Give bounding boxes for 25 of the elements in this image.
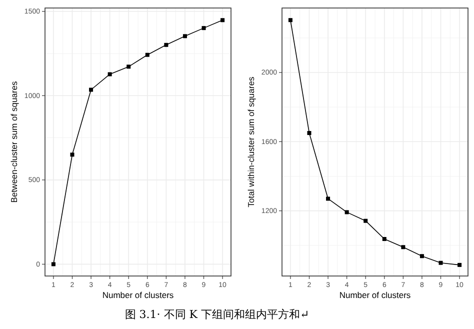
point [420,254,424,258]
point [288,18,292,22]
point [164,42,168,47]
point [458,262,462,267]
point [364,218,368,223]
point [401,245,406,250]
point [344,210,349,214]
y-axis-title: Between-cluster sum of squares [9,81,19,203]
y-axis-title: Total within-cluster sum of squares [246,76,256,208]
caption: 图 3.1· 不同 K 下组间和组内平方和↵ [124,308,310,321]
point [307,131,312,136]
point [438,260,443,265]
point [145,52,150,57]
point [51,262,56,266]
point [126,64,131,69]
x-axis-title: Number of clusters [339,290,411,300]
point [220,18,225,22]
x-axis-title: Number of clusters [102,290,174,300]
point [70,152,74,157]
point [108,72,112,76]
point [182,34,187,38]
point [326,196,330,201]
point [202,26,206,30]
point [382,237,386,241]
point [89,88,94,92]
